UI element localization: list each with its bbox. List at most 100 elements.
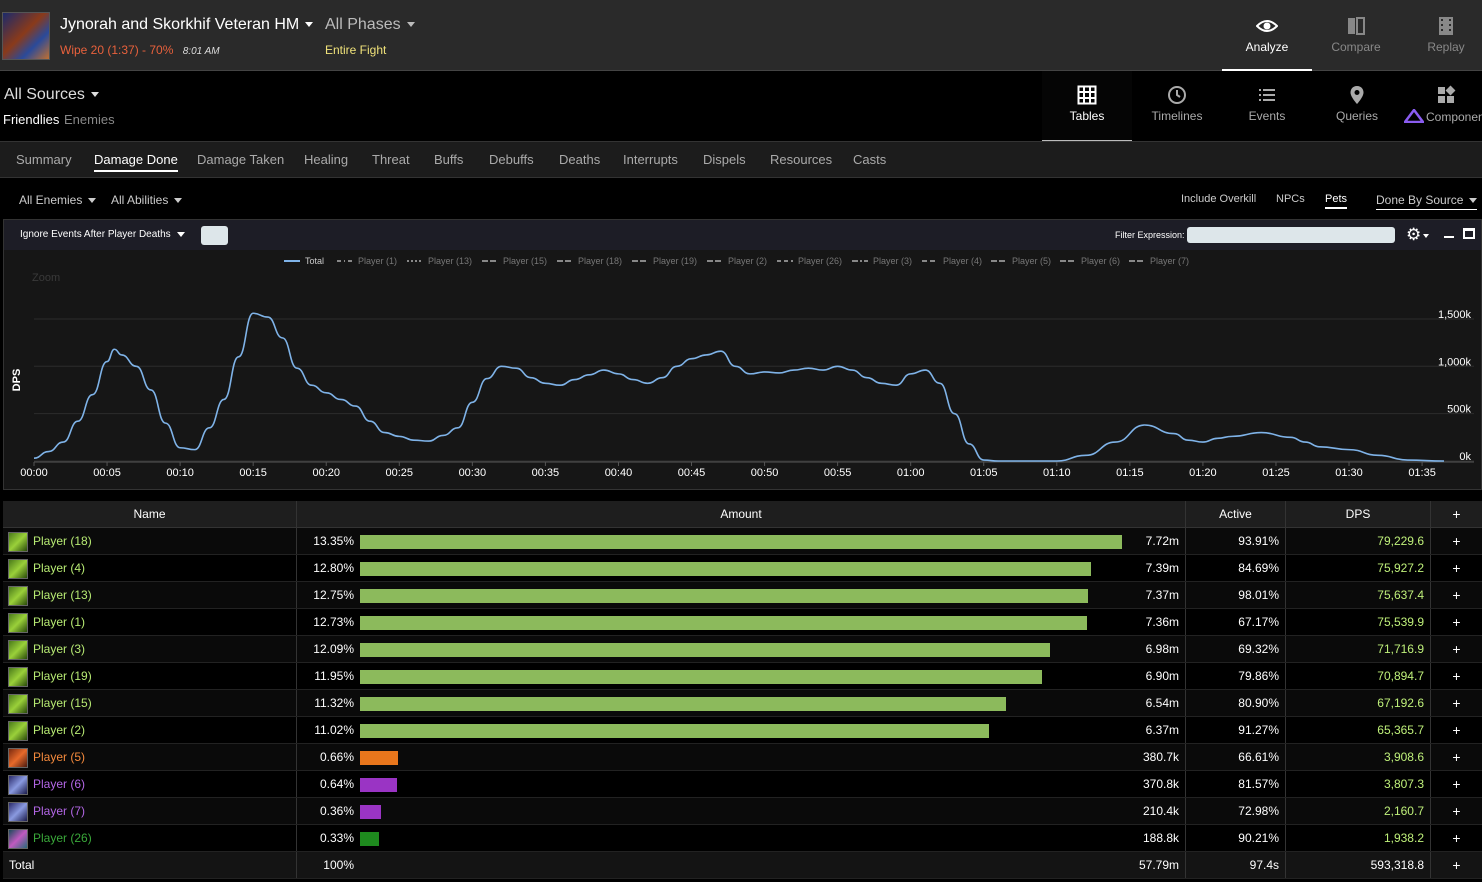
replay-button[interactable]: Replay <box>1401 0 1482 71</box>
table-row[interactable]: Player (2) 11.02% 6.37m 91.27% 65,365.7 + <box>3 717 1482 744</box>
table-row[interactable]: Player (4) 12.80% 7.39m 84.69% 75,927.2 + <box>3 555 1482 582</box>
tab-buffs[interactable]: Buffs <box>434 152 464 167</box>
row-expand-button[interactable]: + <box>1452 776 1461 792</box>
player-name-link[interactable]: Player (1) <box>33 615 86 629</box>
amount-cell: 12.75% 7.37m <box>297 582 1186 608</box>
player-name-link[interactable]: Player (3) <box>33 642 86 656</box>
eye-icon <box>1256 20 1278 32</box>
row-expand-button[interactable]: + <box>1452 587 1461 603</box>
view-tables[interactable]: Tables <box>1042 71 1132 142</box>
sources-selector[interactable]: All Sources <box>4 86 99 104</box>
npcs-toggle[interactable]: NPCs <box>1276 193 1305 205</box>
tab-resources[interactable]: Resources <box>770 152 833 167</box>
row-expand-button[interactable]: + <box>1452 641 1461 657</box>
player-name-link[interactable]: Player (4) <box>33 561 86 575</box>
total-amount: 57.79m <box>1138 858 1179 872</box>
view-components[interactable]: Componen <box>1401 71 1482 142</box>
player-name-link[interactable]: Player (15) <box>33 696 92 710</box>
dps-column-header[interactable]: DPS <box>1286 501 1431 527</box>
table-row[interactable]: Player (26) 0.33% 188.8k 90.21% 1,938.2 + <box>3 825 1482 852</box>
minimize-icon[interactable] <box>1444 236 1454 238</box>
player-name-link[interactable]: Player (5) <box>33 750 86 764</box>
tab-summary[interactable]: Summary <box>16 152 72 167</box>
table-row[interactable]: Player (13) 12.75% 7.37m 98.01% 75,637.4 + <box>3 582 1482 609</box>
tab-casts[interactable]: Casts <box>853 152 887 167</box>
player-name-link[interactable]: Player (13) <box>33 588 92 602</box>
dps-line-chart[interactable]: 0k 500k 1,000k 1,500k 00:00 00:05 00:10 00:15 00… <box>4 250 1481 490</box>
tab-damage-taken[interactable]: Damage Taken <box>197 152 285 167</box>
legend-item-label: Player (3) <box>873 256 912 266</box>
legend-item-label: Player (26) <box>798 256 842 266</box>
table-row[interactable]: Player (19) 11.95% 6.90m 79.86% 70,894.7 + <box>3 663 1482 690</box>
x-tick-label: 00:00 <box>20 467 48 479</box>
row-expand-button[interactable]: + <box>1452 668 1461 684</box>
table-row[interactable]: Player (15) 11.32% 6.54m 80.90% 67,192.6 + <box>3 690 1482 717</box>
row-expand-button[interactable]: + <box>1452 533 1461 549</box>
maximize-icon[interactable] <box>1463 228 1475 239</box>
player-name-cell: Player (26) <box>3 825 297 851</box>
filter-expression-input[interactable] <box>1187 227 1395 243</box>
enemies-toggle[interactable]: Enemies <box>64 112 115 127</box>
table-row[interactable]: Player (5) 0.66% 380.7k 66.61% 3,908.6 + <box>3 744 1482 771</box>
active-percent: 98.01% <box>1186 582 1286 608</box>
tab-dispels[interactable]: Dispels <box>703 152 746 167</box>
damage-percent: 13.35% <box>313 534 354 548</box>
active-percent: 69.32% <box>1186 636 1286 662</box>
abilities-filter[interactable]: All Abilities <box>111 193 183 207</box>
tab-debuffs[interactable]: Debuffs <box>489 152 534 167</box>
ignore-events-selector[interactable]: Ignore Events After Player Deaths <box>20 229 185 240</box>
tab-deaths[interactable]: Deaths <box>559 152 601 167</box>
enemies-filter[interactable]: All Enemies <box>19 193 97 207</box>
player-name-link[interactable]: Player (2) <box>33 723 86 737</box>
player-name-link[interactable]: Player (26) <box>33 831 92 845</box>
player-name-link[interactable]: Player (18) <box>33 534 92 548</box>
player-name-link[interactable]: Player (19) <box>33 669 92 683</box>
row-expand-button[interactable]: + <box>1452 830 1461 846</box>
row-expand-button[interactable]: + <box>1452 695 1461 711</box>
total-expand-button[interactable]: + <box>1452 857 1461 873</box>
row-expand-button[interactable]: + <box>1452 749 1461 765</box>
ignore-events-toggle[interactable] <box>201 226 228 245</box>
active-percent: 81.57% <box>1186 771 1286 797</box>
table-row[interactable]: Player (18) 13.35% 7.72m 93.91% 79,229.6 + <box>3 528 1482 555</box>
fight-selector[interactable]: Jynorah and Skorkhif Veteran HM <box>60 16 314 34</box>
chevron-down-icon <box>88 198 97 204</box>
friendlies-toggle[interactable]: Friendlies <box>3 112 60 127</box>
tab-interrupts[interactable]: Interrupts <box>623 152 678 167</box>
y-tick-label: 500k <box>1447 404 1471 416</box>
name-column-header[interactable]: Name <box>3 501 297 527</box>
table-row[interactable]: Player (6) 0.64% 370.8k 81.57% 3,807.3 + <box>3 771 1482 798</box>
player-name-link[interactable]: Player (7) <box>33 804 86 818</box>
row-expand-button[interactable]: + <box>1452 722 1461 738</box>
view-queries[interactable]: Queries <box>1312 71 1402 142</box>
tab-healing[interactable]: Healing <box>304 152 349 167</box>
gear-icon[interactable]: ⚙ <box>1406 225 1430 245</box>
view-events[interactable]: Events <box>1222 71 1312 142</box>
row-expand-button[interactable]: + <box>1452 614 1461 630</box>
row-expand-button[interactable]: + <box>1452 560 1461 576</box>
done-by-selector[interactable]: Done By Source <box>1376 193 1478 210</box>
damage-share-bar <box>360 697 1006 711</box>
amount-cell: 11.32% 6.54m <box>297 690 1186 716</box>
amount-column-header[interactable]: Amount <box>297 501 1186 527</box>
table-row[interactable]: Player (7) 0.36% 210.4k 72.98% 2,160.7 + <box>3 798 1482 825</box>
player-name-link[interactable]: Player (6) <box>33 777 86 791</box>
phase-selector[interactable]: All Phases <box>325 16 415 34</box>
table-row[interactable]: Player (1) 12.73% 7.36m 67.17% 75,539.9 + <box>3 609 1482 636</box>
damage-amount: 210.4k <box>1142 804 1179 818</box>
x-tick-label: 00:25 <box>386 467 414 479</box>
compare-button[interactable]: Compare <box>1311 0 1401 71</box>
row-expand-button[interactable]: + <box>1452 803 1461 819</box>
tab-damage-done[interactable]: Damage Done <box>94 152 178 172</box>
view-timelines[interactable]: Timelines <box>1132 71 1222 142</box>
dps-value: 2,160.7 <box>1286 798 1431 824</box>
pets-toggle[interactable]: Pets <box>1325 193 1348 209</box>
table-body: Player (18) 13.35% 7.72m 93.91% 79,229.6 + Pla… <box>3 528 1482 852</box>
include-overkill-toggle[interactable]: Include Overkill <box>1181 193 1257 205</box>
add-column-button[interactable]: + <box>1452 506 1461 522</box>
table-row[interactable]: Player (3) 12.09% 6.98m 69.32% 71,716.9 + <box>3 636 1482 663</box>
analyze-button[interactable]: Analyze <box>1222 0 1312 71</box>
active-column-header[interactable]: Active <box>1186 501 1286 527</box>
damage-share-bar <box>360 751 398 765</box>
tab-threat[interactable]: Threat <box>372 152 410 167</box>
